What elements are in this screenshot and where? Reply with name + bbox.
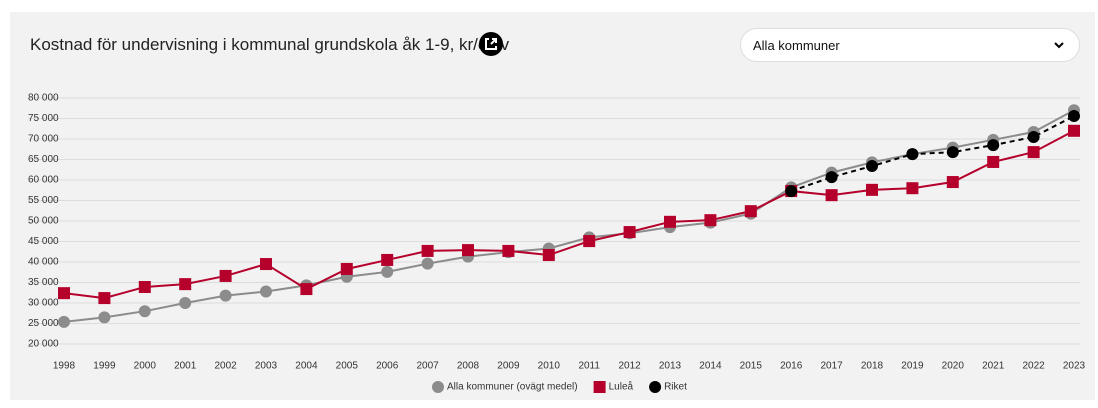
x-tick-label: 2021	[982, 361, 1005, 372]
legend-swatch	[649, 381, 662, 393]
x-tick-label: 2019	[901, 361, 924, 372]
x-tick-label: 2022	[1022, 361, 1045, 372]
series-line	[790, 115, 1075, 193]
point	[260, 285, 272, 298]
point	[906, 182, 919, 195]
point	[987, 139, 1000, 152]
point	[1068, 110, 1080, 123]
point	[1027, 130, 1040, 143]
x-tick-label: 2008	[457, 361, 480, 372]
point	[866, 183, 878, 196]
chart-title: Kostnad för undervisning i kommunal grun…	[30, 35, 510, 54]
point	[623, 226, 636, 239]
y-tick-label: 60 000	[28, 175, 59, 186]
point	[98, 311, 111, 324]
x-tick-label: 1999	[93, 361, 116, 372]
point	[664, 215, 676, 228]
y-tick-label: 55 000	[28, 195, 59, 206]
y-tick-label: 70 000	[28, 134, 59, 145]
point	[260, 258, 272, 271]
y-tick-label: 65 000	[28, 154, 59, 165]
chevron	[1054, 42, 1064, 49]
y-tick-label: 40 000	[28, 257, 59, 268]
x-tick-label: 1998	[53, 361, 76, 372]
point	[381, 253, 394, 266]
card	[10, 12, 1095, 400]
legend-swatch	[432, 381, 444, 393]
x-tick-label: 2001	[174, 361, 197, 372]
y-tick-label: 75 000	[28, 113, 59, 124]
x-tick-label: 2016	[780, 361, 803, 372]
point	[987, 155, 1000, 168]
point	[462, 244, 474, 257]
x-tick-label: 2006	[376, 361, 399, 372]
point	[704, 214, 717, 227]
x-tick-label: 2002	[214, 361, 237, 372]
x-tick-label: 2013	[659, 361, 682, 372]
point	[300, 283, 313, 296]
x-tick-label: 2004	[295, 361, 318, 372]
x-tick-label: 2012	[618, 361, 641, 372]
x-tick-label: 2017	[820, 361, 843, 372]
point	[744, 205, 757, 218]
point	[179, 297, 192, 309]
x-tick-label: 2011	[578, 361, 600, 372]
point	[340, 262, 353, 275]
x-tick-label: 2000	[134, 361, 157, 372]
y-tick-label: 30 000	[28, 298, 59, 309]
point	[906, 148, 919, 161]
point	[502, 244, 515, 257]
x-tick-label: 2018	[861, 361, 884, 372]
series-line	[63, 109, 1075, 323]
y-tick-label: 35 000	[28, 277, 59, 288]
x-tick-label: 2020	[942, 361, 965, 372]
y-tick-label: 20 000	[28, 339, 59, 350]
point	[866, 160, 878, 173]
point	[219, 269, 232, 282]
x-tick-label: 2015	[740, 361, 763, 372]
point	[138, 305, 151, 318]
point	[946, 146, 959, 159]
external-link-icon[interactable]	[479, 32, 503, 56]
x-tick-label: 2010	[538, 361, 561, 372]
point	[946, 176, 959, 189]
x-tick-label: 2023	[1063, 361, 1086, 372]
point	[583, 235, 596, 248]
point	[58, 315, 70, 328]
point	[421, 244, 434, 257]
x-tick-label: 2007	[416, 361, 439, 372]
point	[138, 281, 151, 294]
legend-label: Alla kommuner (ovägt medel)	[447, 382, 578, 393]
point	[421, 257, 434, 270]
point	[825, 171, 838, 184]
point	[785, 185, 798, 198]
legend-swatch	[593, 381, 606, 393]
x-tick-label: 2014	[699, 361, 722, 372]
point	[381, 265, 394, 278]
point	[542, 249, 555, 262]
point	[179, 278, 192, 291]
legend-label: Luleå	[609, 381, 634, 393]
x-tick-label: 2009	[497, 361, 520, 372]
dropdown-label: Alla kommuner	[753, 38, 840, 53]
point	[1027, 146, 1040, 159]
point	[825, 189, 838, 202]
y-tick-label: 50 000	[28, 216, 59, 227]
y-tick-label: 80 000	[28, 93, 59, 104]
point	[1068, 124, 1080, 137]
legend-label: Riket	[664, 382, 687, 393]
x-tick-label: 2003	[255, 361, 278, 372]
point	[58, 287, 70, 300]
y-tick-label: 45 000	[28, 236, 59, 247]
y-tick-label: 25 000	[28, 318, 59, 329]
dropdown[interactable]: Alla kommuner	[740, 28, 1080, 62]
x-tick-label: 2005	[336, 361, 359, 372]
series-line	[63, 129, 1075, 300]
point	[219, 289, 232, 302]
point	[98, 292, 111, 305]
